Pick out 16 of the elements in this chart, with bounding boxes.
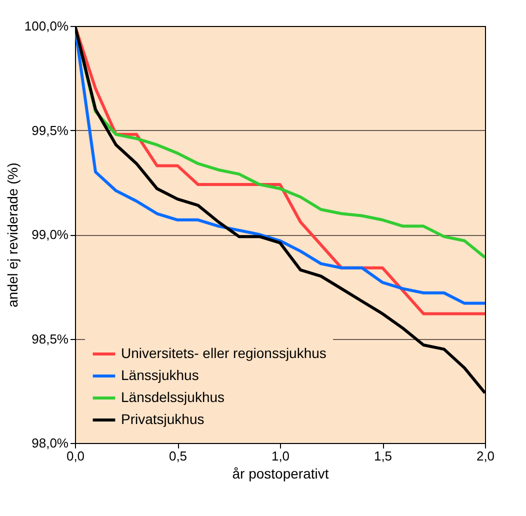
- y-tick-label: 99,5%: [32, 122, 69, 138]
- legend-label: Länssjukhus: [121, 367, 199, 383]
- x-axis-title: år postoperativt: [232, 466, 329, 482]
- y-tick-label: 98,0%: [32, 436, 69, 450]
- y-tick-label: 100,0%: [24, 18, 69, 34]
- x-tick-label: 1,5: [374, 448, 392, 464]
- legend-label: Länsdelssjukhus: [121, 389, 225, 405]
- x-tick-label: 1,0: [271, 448, 290, 464]
- y-tick-label: 98,5%: [32, 331, 69, 346]
- x-tick-label: 0,5: [168, 448, 188, 464]
- legend-label: Privatsjukhus: [121, 411, 204, 427]
- x-tick-label: 0,0: [66, 448, 85, 464]
- y-axis-title: andel ej reviderade (%): [4, 162, 20, 308]
- legend-label: Universitets- eller regionssjukhus: [121, 345, 326, 361]
- y-tick-label: 99,0%: [32, 227, 69, 242]
- x-tick-label: 2,0: [476, 448, 495, 464]
